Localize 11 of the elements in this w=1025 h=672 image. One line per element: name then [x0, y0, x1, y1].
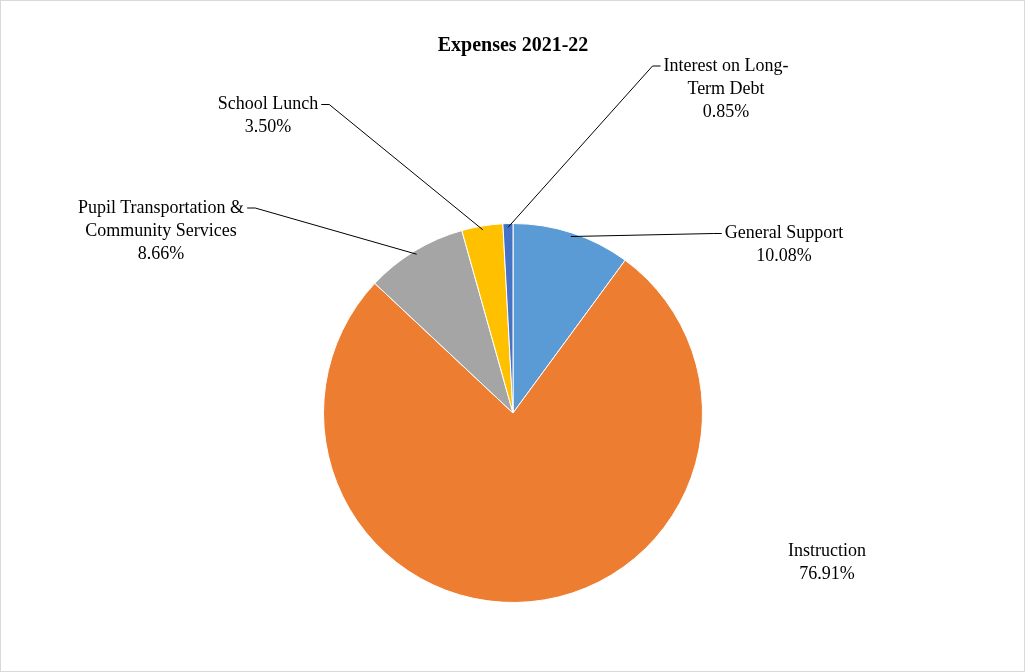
chart-title: Expenses 2021-22	[437, 33, 589, 57]
data-label: 10.08%	[756, 245, 812, 266]
slice-label: School Lunch	[217, 93, 319, 114]
data-label: 76.91%	[799, 563, 855, 584]
data-label: 0.85%	[702, 100, 750, 121]
data-label: 3.50%	[244, 116, 292, 137]
slice-label: Instruction	[788, 540, 866, 561]
data-label: 8.66%	[137, 242, 185, 263]
slice-label: General Support	[724, 222, 844, 243]
slice-label: Pupil Transportation & Community Services	[77, 196, 245, 240]
slice-label: Interest on Long-Term Debt	[663, 54, 789, 98]
